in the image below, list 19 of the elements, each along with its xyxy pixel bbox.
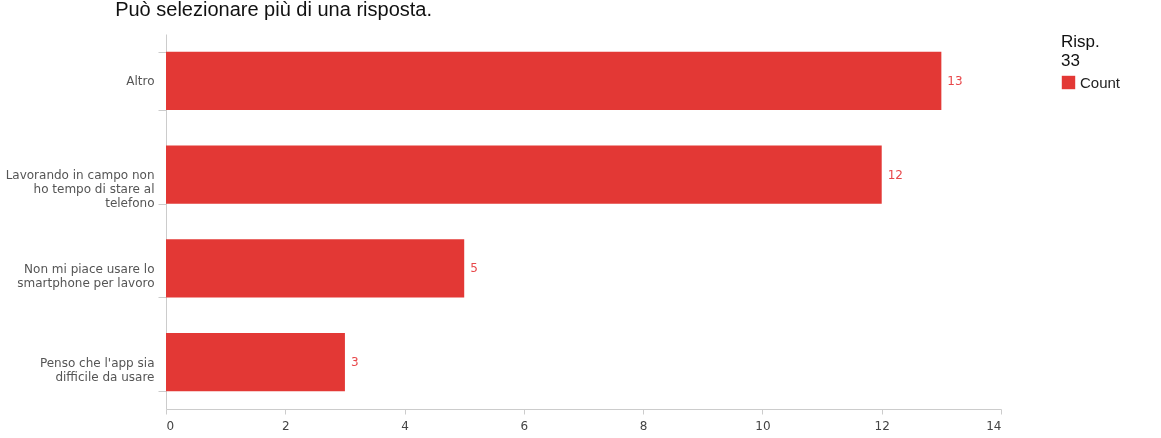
x-tick-label: 14 — [986, 418, 1002, 433]
x-tick-label: 10 — [755, 418, 771, 433]
y-tick-label: Lavorando in campo non ho tempo di stare al telefono — [5, 168, 155, 211]
y-tick-label: Altro — [126, 74, 155, 89]
legend-label: Count — [1080, 73, 1121, 91]
y-tick-label: Non mi piace usare lo smartphone per lavoro — [17, 261, 155, 290]
x-tick-label: 0 — [166, 418, 175, 433]
data-label: 3 — [350, 355, 359, 370]
data-label: 12 — [887, 167, 903, 182]
x-tick-label: 2 — [281, 418, 290, 433]
data-label: 5 — [470, 261, 478, 276]
x-tick-label: 4 — [401, 418, 409, 433]
x-tick-label: 6 — [520, 418, 529, 433]
x-tick-label: 12 — [874, 418, 890, 433]
x-tick-label: 8 — [639, 418, 648, 433]
y-tick-label: Penso che l'app sia difficile da usare — [39, 355, 155, 384]
data-label: 13 — [947, 73, 963, 88]
chart-title: Può selezionare più di una risposta. — [115, 0, 433, 20]
legend-title: Risp. 33 — [1061, 32, 1100, 70]
